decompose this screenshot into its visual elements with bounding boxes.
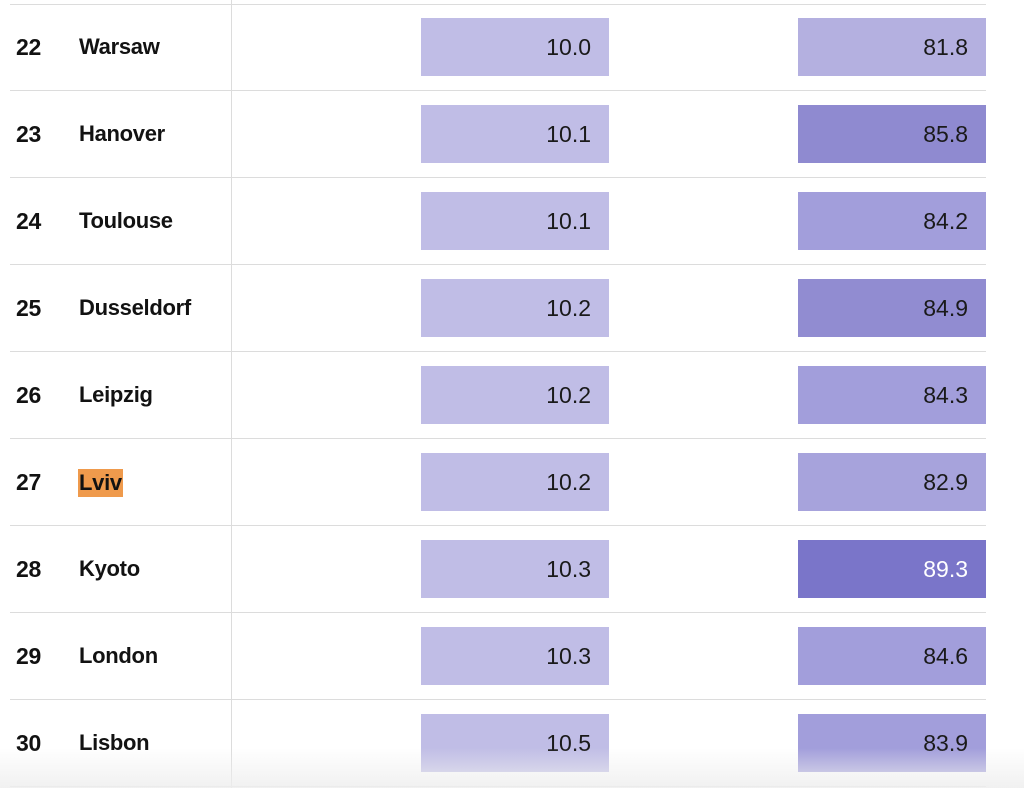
city-name: Dusseldorf [79,295,191,320]
table-row: 27 Lviv 10.2 82.9 [10,439,986,526]
city-name: Lisbon [79,730,150,755]
table-top-rule [10,4,986,5]
value-a-cell: 10.1 [421,105,609,163]
rank-cell: 25 [16,295,41,321]
value-b-cell: 82.9 [798,453,986,511]
value-a-cell: 10.3 [421,540,609,598]
table-row: 22 Warsaw 10.0 81.8 [10,4,986,91]
table-row: 26 Leipzig 10.2 84.3 [10,352,986,439]
city-name: Toulouse [79,208,173,233]
value-b-cell: 84.2 [798,192,986,250]
city-name: Warsaw [79,34,160,59]
value-b-cell: 85.8 [798,105,986,163]
value-b-cell: 81.8 [798,18,986,76]
rank-cell: 27 [16,469,41,495]
table-row: 28 Kyoto 10.3 89.3 [10,526,986,613]
value-b-cell: 83.9 [798,714,986,772]
value-b-cell: 84.9 [798,279,986,337]
table-row: 25 Dusseldorf 10.2 84.9 [10,265,986,352]
table-row: 24 Toulouse 10.1 84.2 [10,178,986,265]
city-name: Kyoto [79,556,140,581]
rank-cell: 28 [16,556,41,582]
table-row: 23 Hanover 10.1 85.8 [10,91,986,178]
value-a-cell: 10.5 [421,714,609,772]
value-a-cell: 10.2 [421,279,609,337]
rank-cell: 29 [16,643,41,669]
column-divider [231,0,232,788]
city-name: Leipzig [79,382,153,407]
rank-cell: 30 [16,730,41,756]
rank-cell: 26 [16,382,41,408]
value-b-cell: 84.6 [798,627,986,685]
rank-cell: 24 [16,208,41,234]
value-b-cell: 89.3 [798,540,986,598]
rank-cell: 23 [16,121,41,147]
city-name: London [79,643,158,668]
table-row: 29 London 10.3 84.6 [10,613,986,700]
city-name: Hanover [79,121,165,146]
value-a-cell: 10.2 [421,366,609,424]
value-a-cell: 10.3 [421,627,609,685]
rank-cell: 22 [16,34,41,60]
value-a-cell: 10.0 [421,18,609,76]
value-a-cell: 10.1 [421,192,609,250]
value-a-cell: 10.2 [421,453,609,511]
table-row: 30 Lisbon 10.5 83.9 [10,700,986,787]
city-name-highlighted: Lviv [78,469,123,497]
city-ranking-table: 22 Warsaw 10.0 81.8 23 Hanover 10.1 85.8… [10,4,986,787]
value-b-cell: 84.3 [798,366,986,424]
